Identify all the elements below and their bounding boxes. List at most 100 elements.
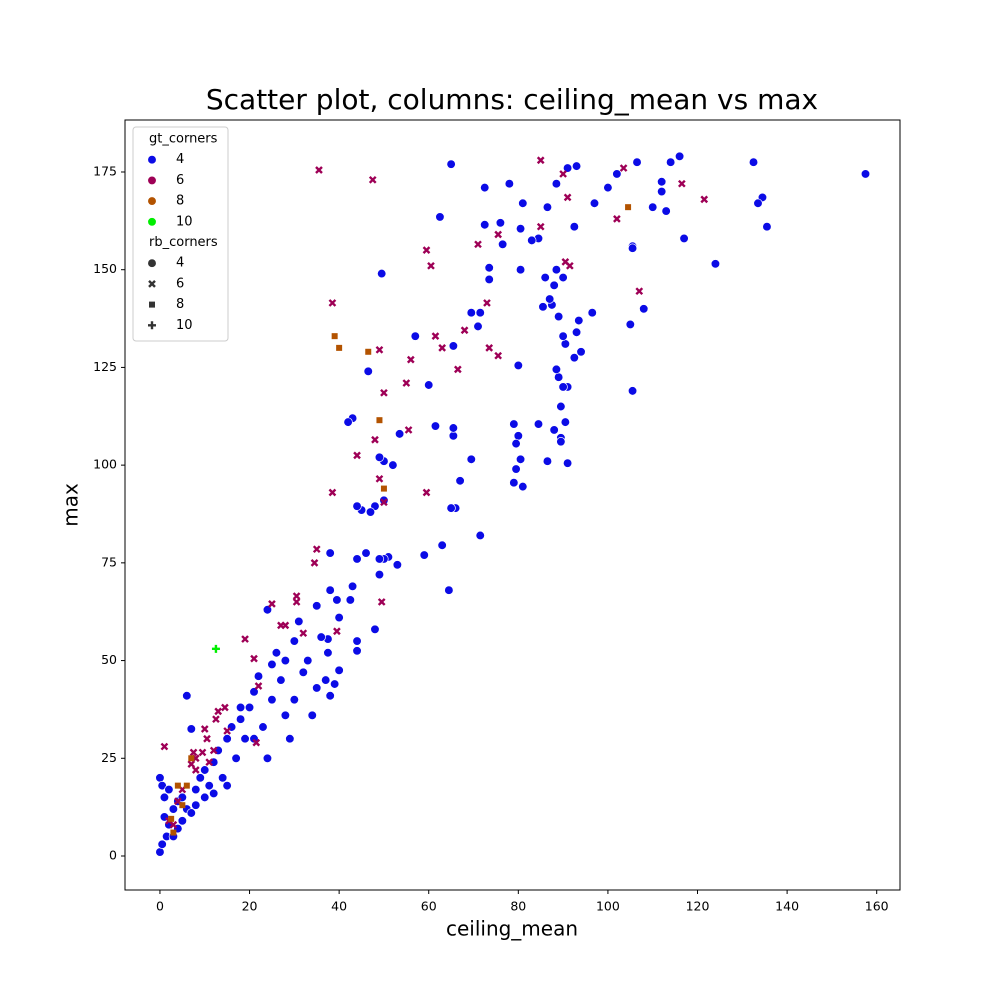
point (168, 815, 175, 822)
point (648, 202, 658, 212)
point (333, 627, 341, 636)
point (480, 220, 490, 230)
legend-title: rb_corners (149, 235, 218, 250)
point (466, 308, 476, 318)
point (511, 438, 521, 449)
point (325, 585, 335, 595)
point (540, 272, 550, 283)
point (542, 202, 553, 212)
point (589, 198, 600, 208)
point (679, 233, 689, 244)
point (444, 585, 454, 595)
point (533, 419, 544, 429)
x-tick-label: 140 (775, 899, 799, 914)
point (170, 829, 177, 836)
point (368, 175, 377, 184)
point (603, 182, 613, 193)
point (437, 540, 447, 550)
point (627, 386, 638, 396)
point (168, 804, 179, 814)
point (250, 654, 258, 663)
point (328, 299, 337, 307)
legend-marker (147, 258, 157, 268)
point (484, 274, 494, 285)
points (155, 151, 871, 857)
x-tick-label: 80 (510, 899, 526, 914)
point (298, 667, 308, 677)
point (587, 308, 597, 318)
point (379, 495, 389, 505)
point (527, 235, 537, 246)
x-tick-label: 40 (331, 899, 347, 914)
point (569, 352, 579, 363)
point (619, 164, 628, 172)
point (565, 261, 574, 270)
legend-marker (147, 217, 157, 227)
point (475, 530, 485, 541)
point (307, 710, 317, 720)
point (375, 474, 384, 483)
point (518, 198, 528, 208)
point (292, 592, 301, 600)
point (352, 646, 362, 656)
x-tick-label: 0 (156, 899, 164, 914)
point (377, 598, 386, 606)
point (515, 265, 526, 275)
point (422, 246, 431, 255)
legend-label: 4 (176, 256, 184, 271)
point (700, 195, 709, 204)
point (556, 437, 566, 447)
point (635, 287, 644, 296)
point (518, 481, 528, 492)
point (258, 722, 268, 732)
point (352, 554, 362, 564)
point (497, 239, 508, 249)
point (542, 456, 553, 466)
point (174, 782, 181, 789)
legend-label: 10 (176, 214, 193, 229)
point (551, 179, 562, 189)
legend-label: 10 (176, 318, 193, 333)
point (155, 773, 165, 783)
point (365, 507, 376, 517)
legend-marker (147, 196, 157, 206)
point (560, 417, 571, 427)
y-tick-label: 0 (109, 847, 117, 862)
point (280, 655, 291, 666)
point (515, 224, 526, 234)
legend-marker (148, 321, 156, 330)
point (480, 182, 490, 193)
legend-label: 8 (176, 194, 184, 209)
point (276, 675, 286, 685)
x-tick-label: 120 (686, 899, 710, 914)
point (222, 734, 232, 744)
point (860, 169, 871, 179)
point (571, 327, 582, 337)
point (155, 847, 165, 857)
point (203, 734, 211, 743)
point (191, 800, 201, 810)
point (183, 782, 190, 789)
point (361, 548, 371, 558)
point (262, 753, 273, 763)
point (627, 243, 638, 253)
point (187, 760, 196, 768)
point (241, 635, 249, 643)
point (353, 451, 361, 460)
point (513, 431, 523, 441)
point (294, 616, 304, 627)
point (169, 820, 178, 829)
point (495, 218, 506, 228)
point (613, 215, 621, 223)
point (380, 498, 388, 507)
point (371, 435, 379, 444)
point (281, 621, 290, 630)
point (560, 339, 571, 349)
point (494, 351, 503, 360)
point (563, 193, 572, 202)
point (511, 464, 521, 474)
legend-marker (147, 155, 157, 165)
point (448, 423, 459, 433)
point (352, 501, 362, 511)
point (559, 170, 567, 178)
